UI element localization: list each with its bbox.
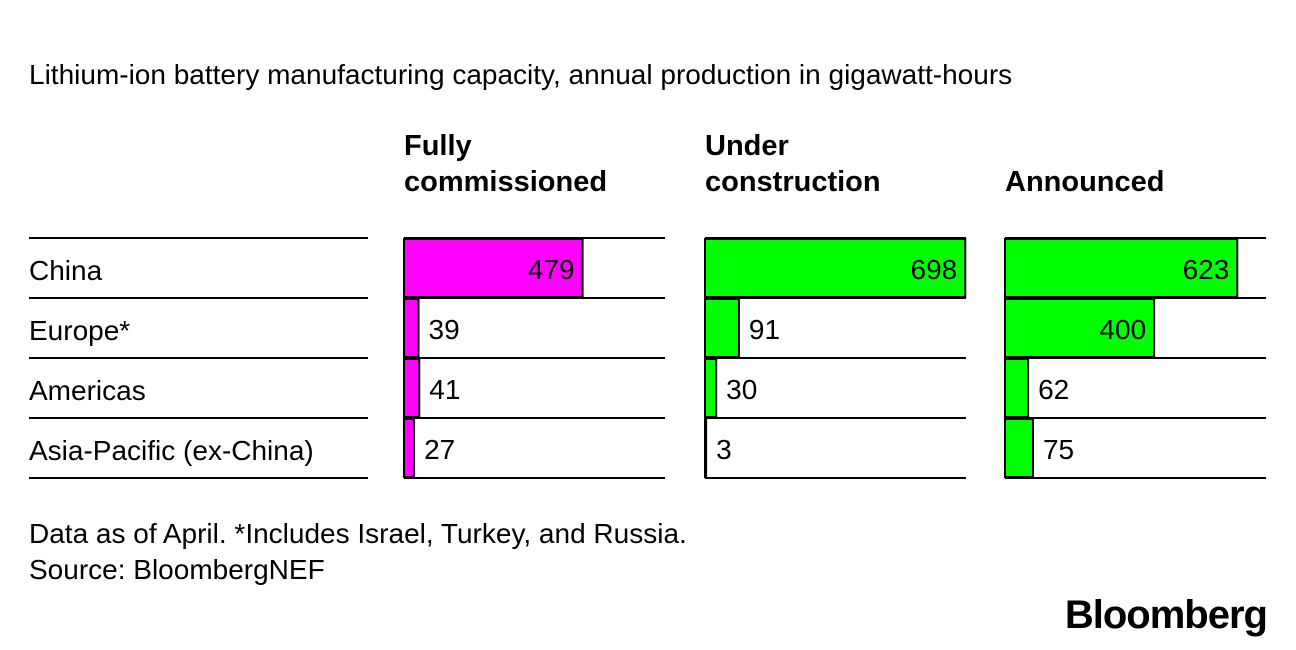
value-label: 39: [429, 314, 460, 345]
bar: [403, 298, 420, 358]
bar: [403, 418, 416, 478]
value-label: 479: [528, 254, 575, 285]
footnote: Data as of April. *Includes Israel, Turk…: [29, 518, 687, 549]
chart-subtitle: Lithium-ion battery manufacturing capaci…: [29, 59, 1012, 90]
value-label: 30: [726, 374, 757, 405]
value-label: 91: [749, 314, 780, 345]
series-header: Fully: [404, 130, 472, 162]
value-label: 623: [1183, 254, 1230, 285]
bar: [704, 238, 967, 298]
category-label: China: [29, 255, 103, 286]
value-label: 3: [716, 434, 732, 465]
value-label: 75: [1043, 434, 1074, 465]
category-label: Europe*: [29, 315, 130, 346]
value-label: 41: [429, 374, 460, 405]
bloomberg-logo: Bloomberg: [1065, 593, 1267, 637]
series-header: Announced: [1005, 166, 1165, 198]
series-header: Under: [705, 130, 789, 162]
bar: [704, 298, 740, 358]
bar: [403, 358, 421, 418]
value-label: 698: [911, 254, 958, 285]
bar: [1004, 358, 1030, 418]
value-label: 62: [1038, 374, 1069, 405]
category-label: Americas: [29, 375, 146, 406]
value-label: 27: [424, 434, 455, 465]
category-label: Asia-Pacific (ex-China): [29, 435, 314, 466]
value-label: 400: [1099, 314, 1146, 345]
series-header: commissioned: [404, 166, 607, 198]
bar: [1004, 418, 1034, 478]
bar: [1004, 238, 1239, 298]
series-header: construction: [705, 166, 881, 198]
bar: [704, 358, 718, 418]
source-note: Source: BloombergNEF: [29, 554, 325, 585]
